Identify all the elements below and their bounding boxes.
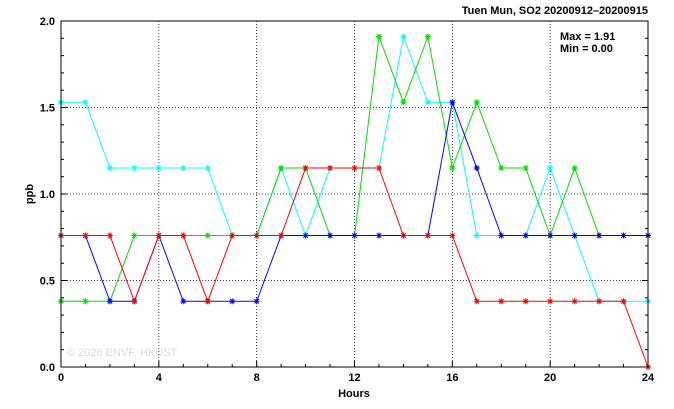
- y-axis-title: ppb: [24, 184, 36, 204]
- data-point: [424, 99, 431, 106]
- data-point: [473, 298, 480, 305]
- data-point: [449, 165, 456, 172]
- data-point: [155, 165, 162, 172]
- data-point: [302, 165, 309, 172]
- data-point: [547, 165, 554, 172]
- data-point: [424, 232, 431, 239]
- data-point: [375, 232, 382, 239]
- x-axis-title: Hours: [338, 388, 370, 400]
- data-point: [180, 165, 187, 172]
- data-point: [571, 232, 578, 239]
- data-point: [229, 298, 236, 305]
- y-tick-label: 1.5: [40, 103, 55, 115]
- data-point: [400, 99, 407, 106]
- data-point: [204, 165, 211, 172]
- min-label: Min = 0.00: [560, 43, 613, 55]
- data-point: [498, 298, 505, 305]
- data-point: [82, 298, 89, 305]
- data-point: [424, 33, 431, 40]
- data-point: [229, 232, 236, 239]
- data-point: [278, 165, 285, 172]
- data-point: [596, 232, 603, 239]
- copyright-watermark: © 2026 ENVF, HKUST: [67, 347, 177, 359]
- data-point: [498, 165, 505, 172]
- data-point: [106, 165, 113, 172]
- data-point: [180, 232, 187, 239]
- data-point: [302, 232, 309, 239]
- data-point: [204, 232, 211, 239]
- chart-title: Tuen Mun, SO2 20200912–20200915: [462, 5, 648, 17]
- data-point: [449, 232, 456, 239]
- data-point: [498, 232, 505, 239]
- data-point: [327, 232, 334, 239]
- data-point: [620, 298, 627, 305]
- data-point: [253, 232, 260, 239]
- data-point: [473, 232, 480, 239]
- data-point: [375, 165, 382, 172]
- data-point: [571, 165, 578, 172]
- max-label: Max = 1.91: [560, 31, 615, 43]
- x-tick-label: 12: [348, 372, 360, 384]
- data-point: [253, 298, 260, 305]
- y-tick-label: 1.0: [40, 189, 55, 201]
- data-point: [131, 298, 138, 305]
- data-point: [278, 232, 285, 239]
- data-point: [351, 165, 358, 172]
- data-point: [351, 232, 358, 239]
- data-point: [106, 298, 113, 305]
- data-point: [473, 165, 480, 172]
- data-point: [522, 298, 529, 305]
- data-point: [596, 298, 603, 305]
- x-tick-label: 24: [642, 372, 655, 384]
- y-tick-label: 0.5: [40, 276, 55, 288]
- y-tick-label: 2.0: [40, 16, 55, 28]
- grid-lines: [61, 21, 648, 367]
- data-point: [180, 298, 187, 305]
- data-point: [449, 99, 456, 106]
- data-point: [82, 232, 89, 239]
- series-layer: [58, 33, 651, 370]
- axis-ticks: 0 4 8 12 16 20 24 0.0 0.5 1.0 1.5 2.0: [40, 16, 655, 384]
- data-point: [473, 99, 480, 106]
- x-tick-label: 8: [254, 372, 260, 384]
- data-point: [327, 165, 334, 172]
- data-point: [400, 33, 407, 40]
- data-point: [204, 298, 211, 305]
- data-point: [571, 298, 578, 305]
- data-point: [522, 165, 529, 172]
- data-point: [400, 232, 407, 239]
- x-tick-label: 20: [544, 372, 556, 384]
- x-tick-label: 4: [156, 372, 163, 384]
- data-point: [547, 232, 554, 239]
- data-point: [82, 99, 89, 106]
- data-point: [131, 165, 138, 172]
- data-point: [155, 232, 162, 239]
- data-point: [522, 232, 529, 239]
- data-point: [620, 232, 627, 239]
- data-point: [106, 232, 113, 239]
- x-tick-label: 16: [446, 372, 458, 384]
- data-point: [131, 232, 138, 239]
- data-point: [375, 33, 382, 40]
- data-point: [547, 298, 554, 305]
- x-tick-label: 0: [58, 372, 64, 384]
- y-tick-label: 0.0: [40, 362, 55, 374]
